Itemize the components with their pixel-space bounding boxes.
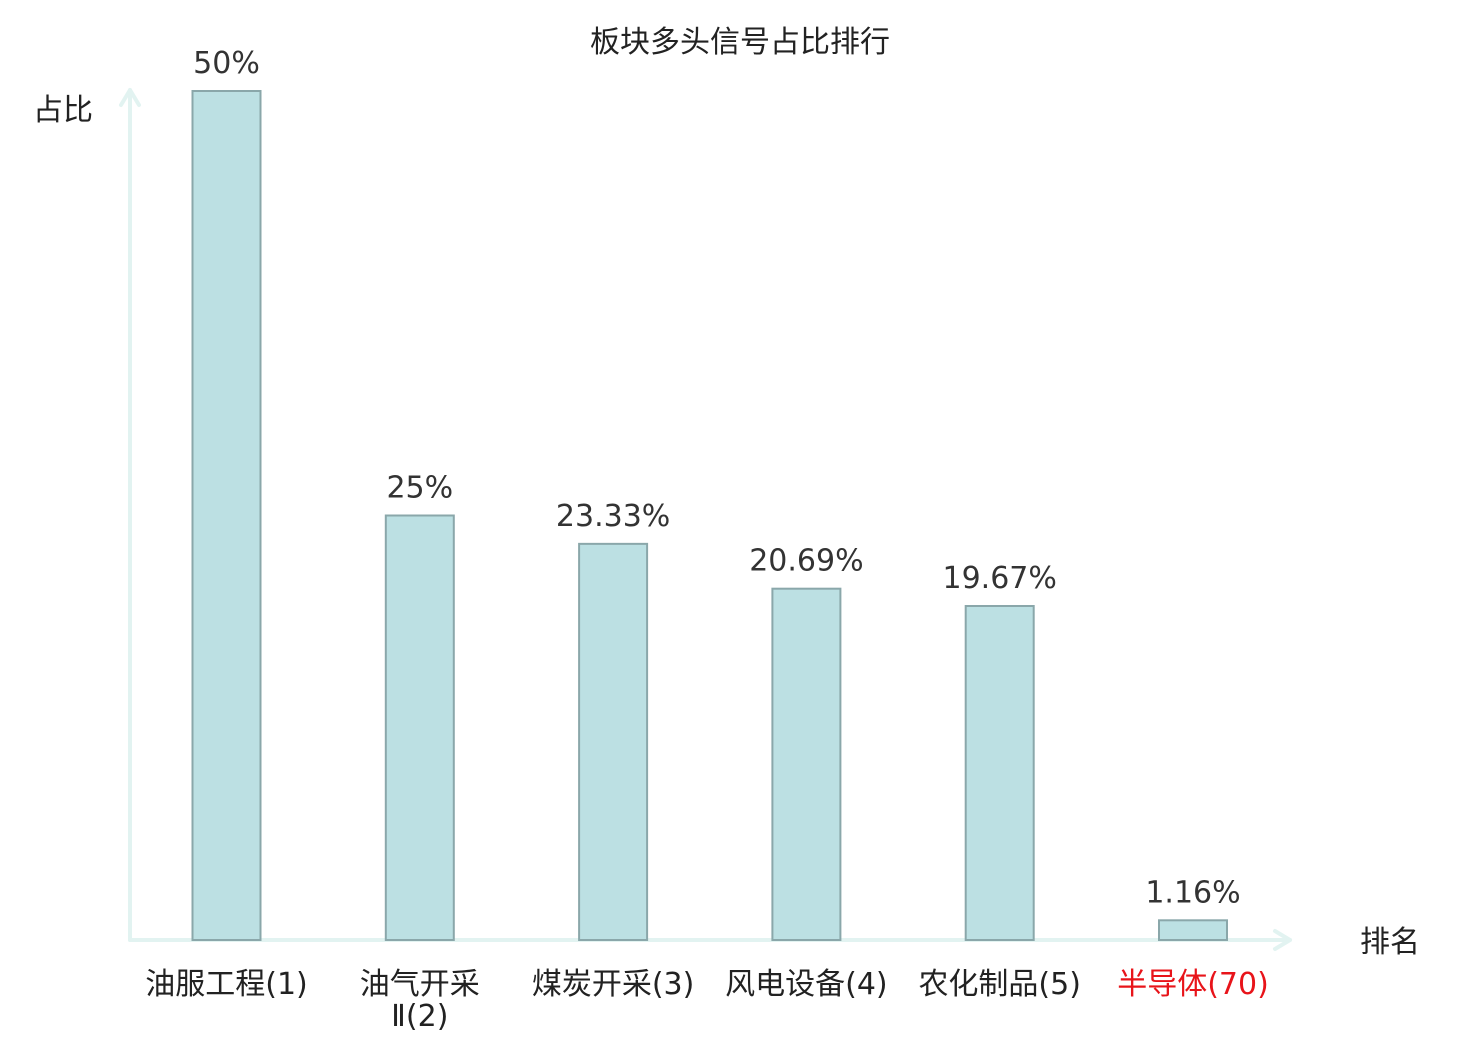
category-label: 煤炭开采(3) xyxy=(532,967,695,1002)
bar xyxy=(578,542,649,942)
category-label: 油气开采 Ⅱ(2) xyxy=(360,967,480,1034)
category-label: 风电设备(4) xyxy=(725,967,888,1002)
category-label: 农化制品(5) xyxy=(918,967,1081,1002)
axes xyxy=(119,88,1292,951)
category-label: 半导体(70) xyxy=(1117,967,1269,1002)
x-axis-arrow xyxy=(1273,929,1292,951)
value-label: 20.69% xyxy=(749,544,863,579)
category-label-line: 煤炭开采(3) xyxy=(532,967,695,1002)
category-label-line: 油服工程(1) xyxy=(145,967,308,1002)
bar xyxy=(1158,919,1228,942)
category-label-line: 油气开采 xyxy=(360,967,480,1002)
value-label: 1.16% xyxy=(1145,875,1240,910)
bars-group xyxy=(191,90,1228,942)
bar xyxy=(191,90,262,941)
value-label: 50% xyxy=(193,46,260,81)
value-labels-group: 50% 25% 23.33% 20.69% 19.67% 1.16% xyxy=(193,46,1241,910)
value-label: 25% xyxy=(386,471,453,506)
value-label: 19.67% xyxy=(943,561,1057,596)
category-label-line: 农化制品(5) xyxy=(918,967,1081,1002)
category-label-line: 半导体(70) xyxy=(1117,967,1269,1002)
value-label: 23.33% xyxy=(556,499,670,534)
bar xyxy=(964,605,1035,942)
bar xyxy=(771,587,842,941)
chart-title: 板块多头信号占比排行 xyxy=(590,25,890,60)
category-label: 油服工程(1) xyxy=(145,967,308,1002)
category-labels-group: 油服工程(1) 油气开采 Ⅱ(2) 煤炭开采(3) 风电设备(4) 农化制品(5) 半导体(… xyxy=(145,967,1269,1034)
category-label-line: 风电设备(4) xyxy=(725,967,888,1002)
bar xyxy=(384,514,455,941)
category-label-line: Ⅱ(2) xyxy=(391,999,448,1034)
y-axis-arrow xyxy=(119,88,141,107)
x-axis-label: 排名 xyxy=(1360,925,1420,960)
y-axis-label: 占比 xyxy=(33,93,93,128)
